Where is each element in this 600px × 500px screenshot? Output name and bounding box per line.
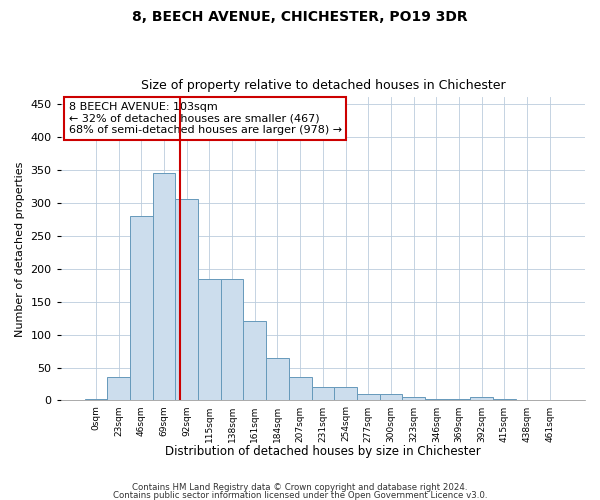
Bar	[175, 200, 198, 400]
Bar	[493, 399, 516, 400]
Bar	[470, 396, 493, 400]
Bar	[311, 388, 334, 400]
Bar	[425, 398, 448, 400]
X-axis label: Distribution of detached houses by size in Chichester: Distribution of detached houses by size …	[165, 444, 481, 458]
Text: 8, BEECH AVENUE, CHICHESTER, PO19 3DR: 8, BEECH AVENUE, CHICHESTER, PO19 3DR	[132, 10, 468, 24]
Bar	[130, 216, 152, 400]
Bar	[152, 173, 175, 400]
Bar	[221, 278, 244, 400]
Bar	[357, 394, 380, 400]
Bar	[244, 322, 266, 400]
Bar	[266, 358, 289, 401]
Text: Contains HM Land Registry data © Crown copyright and database right 2024.: Contains HM Land Registry data © Crown c…	[132, 484, 468, 492]
Text: Contains public sector information licensed under the Open Government Licence v3: Contains public sector information licen…	[113, 490, 487, 500]
Bar	[198, 278, 221, 400]
Bar	[448, 399, 470, 400]
Bar	[85, 398, 107, 400]
Bar	[289, 378, 311, 400]
Bar	[402, 397, 425, 400]
Bar	[334, 388, 357, 400]
Bar	[107, 378, 130, 400]
Bar	[380, 394, 402, 400]
Title: Size of property relative to detached houses in Chichester: Size of property relative to detached ho…	[140, 79, 505, 92]
Text: 8 BEECH AVENUE: 103sqm
← 32% of detached houses are smaller (467)
68% of semi-de: 8 BEECH AVENUE: 103sqm ← 32% of detached…	[68, 102, 341, 135]
Y-axis label: Number of detached properties: Number of detached properties	[15, 161, 25, 336]
